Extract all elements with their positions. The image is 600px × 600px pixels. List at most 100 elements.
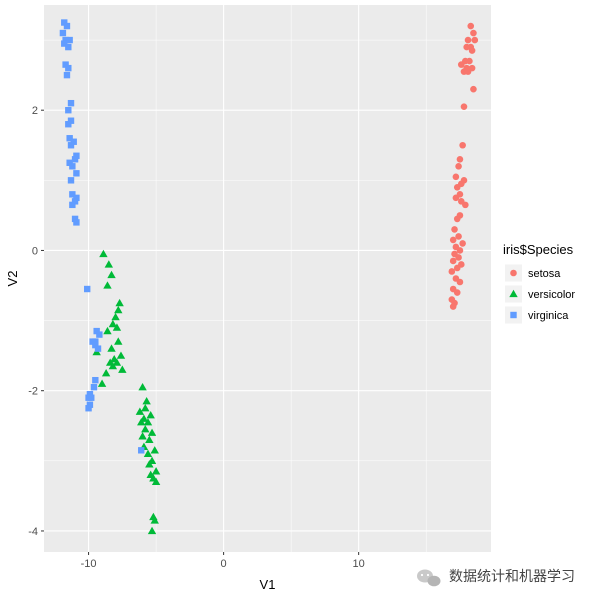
- data-point-setosa: [462, 201, 469, 209]
- data-point-versicolor: [147, 526, 157, 535]
- data-point-versicolor: [135, 407, 145, 415]
- data-point-virginica: [66, 135, 73, 142]
- data-point-versicolor: [143, 418, 153, 426]
- data-point-virginica: [65, 121, 72, 128]
- data-point-virginica: [65, 43, 72, 51]
- data-point-setosa: [460, 103, 468, 110]
- data-point-setosa: [455, 162, 462, 170]
- data-point-versicolor: [116, 351, 126, 359]
- grid-minor: [44, 5, 491, 552]
- data-point-setosa: [456, 247, 464, 254]
- data-point-setosa: [456, 278, 464, 286]
- data-point-versicolor: [141, 425, 150, 433]
- data-point-virginica: [63, 22, 71, 30]
- data-point-versicolor: [146, 411, 155, 419]
- axis-ticks: -10 0 10 -4 -2 0 2: [28, 105, 365, 570]
- data-point-setosa: [455, 233, 462, 240]
- y-tick-label: 0: [32, 245, 38, 257]
- data-point-versicolor: [107, 270, 116, 279]
- data-point-versicolor: [137, 418, 146, 426]
- data-points: [59, 19, 479, 535]
- data-point-versicolor: [107, 344, 116, 352]
- legend-title: iris$Species: [503, 242, 574, 257]
- data-point-virginica: [90, 383, 98, 391]
- x-tick-label: 10: [353, 558, 365, 570]
- wechat-icon: [417, 569, 441, 587]
- data-point-virginica: [85, 394, 92, 401]
- data-point-versicolor: [115, 298, 124, 307]
- y-tick-label: -2: [28, 386, 38, 398]
- data-point-virginica: [62, 61, 69, 68]
- data-point-virginica: [66, 36, 73, 44]
- legend-item-virginica: virginica: [505, 306, 569, 324]
- data-point-setosa: [457, 61, 465, 68]
- data-point-virginica: [59, 29, 67, 37]
- data-point-versicolor: [143, 449, 153, 457]
- legend-key-versicolor: [509, 289, 518, 298]
- data-point-versicolor: [118, 365, 127, 373]
- data-point-virginica: [92, 341, 99, 349]
- data-point-versicolor: [142, 397, 151, 405]
- data-point-virginica: [71, 156, 79, 163]
- data-point-versicolor: [151, 467, 161, 475]
- legend-item-setosa: setosa: [505, 264, 561, 282]
- data-point-versicolor: [150, 516, 159, 524]
- data-point-versicolor: [145, 460, 154, 468]
- data-point-setosa: [449, 303, 457, 310]
- data-point-setosa: [448, 268, 456, 275]
- data-point-setosa: [467, 22, 475, 30]
- data-point-virginica: [71, 215, 79, 223]
- data-point-setosa: [471, 36, 479, 44]
- data-point-setosa: [449, 236, 457, 244]
- data-point-versicolor: [103, 281, 112, 289]
- x-tick-label: 0: [221, 558, 227, 570]
- data-point-setosa: [466, 57, 473, 65]
- data-point-virginica: [63, 71, 71, 79]
- data-point-setosa: [452, 173, 460, 181]
- data-point-versicolor: [111, 312, 120, 321]
- data-point-setosa: [468, 47, 476, 54]
- data-point-virginica: [85, 405, 92, 412]
- data-point-versicolor: [104, 260, 114, 268]
- y-tick-label: -4: [28, 526, 38, 538]
- data-point-virginica: [86, 391, 94, 398]
- data-point-virginica: [86, 401, 94, 408]
- legend-label-virginica: virginica: [528, 310, 569, 322]
- data-point-virginica: [94, 345, 102, 352]
- data-point-virginica: [61, 40, 68, 47]
- series-setosa: [448, 22, 479, 310]
- watermark: 数据统计和机器学习: [417, 569, 575, 587]
- legend: iris$Species setosa versicolor virginica: [503, 242, 575, 324]
- data-point-versicolor: [108, 361, 118, 370]
- data-point-virginica: [66, 159, 73, 166]
- data-point-virginica: [73, 219, 80, 226]
- legend-label-versicolor: versicolor: [528, 289, 575, 301]
- series-versicolor: [92, 249, 161, 535]
- data-point-setosa: [463, 43, 470, 51]
- data-point-virginica: [71, 198, 79, 205]
- grid-major: [44, 5, 491, 552]
- data-point-virginica: [65, 106, 72, 114]
- data-point-virginica: [73, 194, 80, 202]
- data-point-versicolor: [101, 368, 111, 377]
- data-point-virginica: [62, 36, 69, 44]
- data-point-virginica: [89, 338, 96, 345]
- data-point-versicolor: [112, 358, 122, 366]
- x-tick-label: -10: [81, 558, 97, 570]
- data-point-setosa: [464, 68, 472, 75]
- data-point-versicolor: [99, 249, 108, 258]
- data-point-versicolor: [103, 326, 112, 335]
- data-point-versicolor: [150, 446, 159, 454]
- data-point-virginica: [70, 138, 77, 145]
- data-point-virginica: [67, 117, 75, 124]
- data-point-setosa: [459, 141, 466, 149]
- data-point-virginica: [69, 163, 76, 170]
- data-point-versicolor: [138, 432, 147, 440]
- data-point-versicolor: [114, 305, 123, 314]
- data-point-setosa: [449, 257, 457, 265]
- legend-key-setosa: [510, 269, 517, 277]
- data-point-versicolor: [138, 382, 147, 391]
- data-point-virginica: [93, 327, 100, 335]
- data-point-setosa: [456, 155, 464, 163]
- data-point-versicolor: [108, 319, 118, 328]
